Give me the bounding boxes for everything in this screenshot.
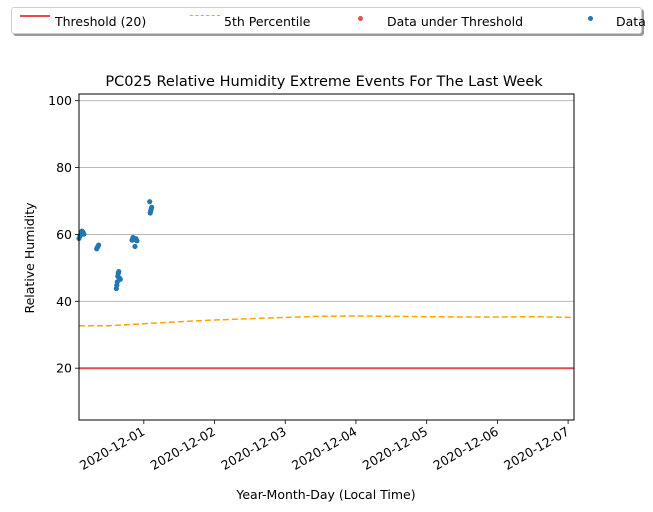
legend-threshold-swatch [20, 15, 50, 17]
data-point [96, 242, 102, 248]
y-tick-label: 40 [56, 294, 72, 309]
x-tick-label: 2020-12-01 [77, 424, 147, 473]
x-tick-label: 2020-12-06 [430, 424, 500, 473]
grid-lines [79, 100, 574, 369]
y-tick-label: 20 [56, 361, 72, 376]
data-point [147, 199, 153, 205]
x-axis-label: Year-Month-Day (Local Time) [235, 487, 415, 502]
x-tick-label: 2020-12-07 [501, 424, 571, 473]
plot-area [76, 199, 575, 370]
y-axis-label: Relative Humidity [22, 202, 37, 314]
data-point [116, 268, 122, 275]
x-tick-label: 2020-12-04 [289, 424, 359, 473]
data-point [81, 231, 87, 237]
legend-percentile-label: 5th Percentile [224, 14, 311, 29]
legend-under-threshold-swatch [358, 16, 363, 21]
data-point [134, 238, 140, 244]
legend-data-label: Data [616, 14, 646, 29]
chart-title: PC025 Relative Humidity Extreme Events F… [105, 74, 543, 90]
y-tick-label: 80 [56, 160, 72, 175]
y-tick-label: 60 [56, 227, 72, 242]
x-tick-label: 2020-12-02 [148, 424, 218, 473]
chart-legend: Threshold (20) 5th Percentile Data under… [11, 7, 646, 34]
legend-under-threshold-label: Data under Threshold [387, 14, 524, 29]
data-point [149, 204, 155, 210]
percentile-line [79, 315, 575, 327]
data-point [132, 243, 138, 250]
x-tick-label: 2020-12-03 [218, 424, 288, 473]
x-tick-label: 2020-12-05 [360, 424, 430, 473]
y-tick-label: 100 [48, 93, 72, 108]
legend-percentile-swatch [190, 15, 220, 16]
axes-frame [78, 93, 575, 421]
legend-data-swatch [588, 16, 593, 21]
data-point [117, 276, 123, 282]
legend-threshold-label: Threshold (20) [55, 14, 147, 29]
